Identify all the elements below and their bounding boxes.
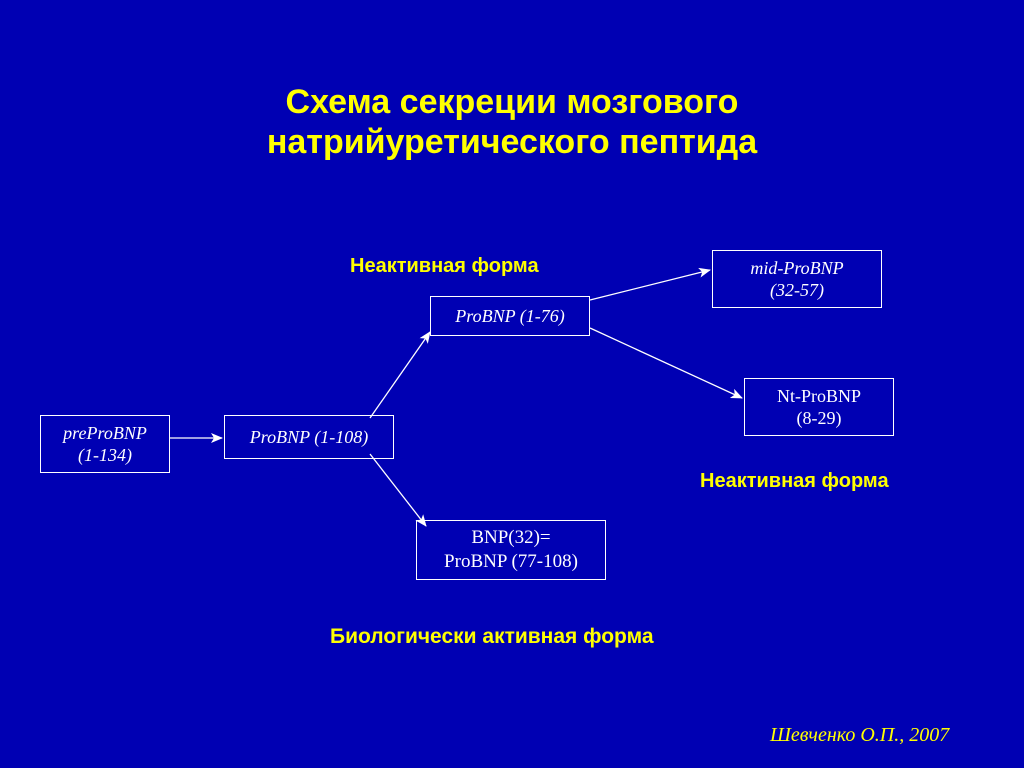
arrows-layer	[0, 0, 1024, 768]
diagram-canvas: Схема секреции мозгового натрийуретическ…	[0, 0, 1024, 768]
